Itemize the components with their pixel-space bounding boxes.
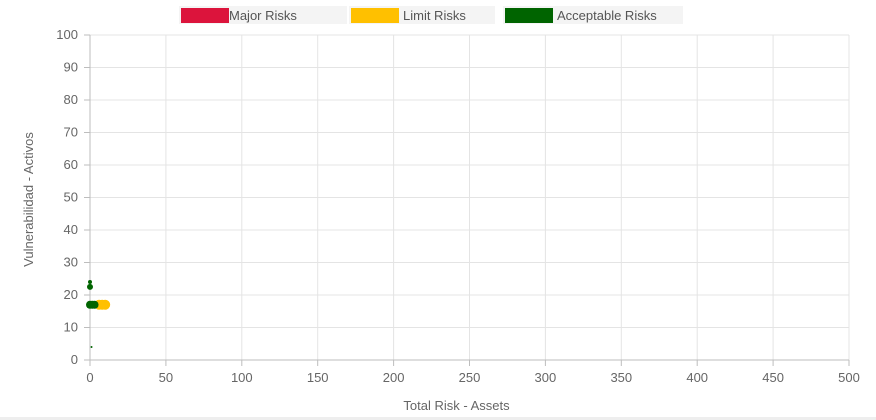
y-tick-label: 50 — [64, 190, 78, 205]
y-tick-label: 100 — [56, 27, 78, 42]
tick-labels: 0 10 20 30 40 50 60 70 80 90 100 0 50 100 150 200 250 300… — [56, 27, 860, 385]
x-tick-label: 0 — [86, 370, 93, 385]
grid — [90, 34, 850, 360]
y-tick-label: 80 — [64, 92, 78, 107]
y-tick-label: 90 — [64, 60, 78, 75]
x-tick-label: 150 — [307, 370, 329, 385]
legend-swatch — [505, 8, 553, 23]
y-tick-label: 70 — [64, 125, 78, 140]
legend-item[interactable]: Acceptable Risks — [503, 6, 683, 24]
y-tick-label: 20 — [64, 287, 78, 302]
y-axis-title: Vulnerabilidad - Activos — [21, 132, 36, 267]
bottom-border — [0, 417, 876, 420]
legend-item[interactable]: Major Risks — [179, 6, 347, 24]
x-tick-label: 500 — [838, 370, 860, 385]
x-tick-label: 350 — [610, 370, 632, 385]
y-tick-label: 60 — [64, 157, 78, 172]
y-tick-label: 40 — [64, 222, 78, 237]
legend: Major Risks Limit Risks Acceptable Risks — [179, 6, 683, 24]
axes — [84, 34, 850, 366]
legend-swatch — [351, 8, 399, 23]
scatter-point[interactable] — [90, 300, 99, 309]
x-tick-label: 100 — [231, 370, 253, 385]
data-points — [86, 280, 111, 348]
scatter-point[interactable] — [100, 299, 111, 310]
x-tick-label: 400 — [686, 370, 708, 385]
x-tick-label: 300 — [535, 370, 557, 385]
scatter-point[interactable] — [88, 280, 92, 284]
legend-label: Limit Risks — [403, 8, 466, 23]
y-tick-label: 30 — [64, 255, 78, 270]
y-tick-label: 10 — [64, 320, 78, 335]
legend-swatch — [181, 8, 229, 23]
x-tick-label: 50 — [159, 370, 173, 385]
scatter-point[interactable] — [90, 346, 93, 348]
x-tick-label: 200 — [383, 370, 405, 385]
x-tick-label: 450 — [762, 370, 784, 385]
legend-label: Acceptable Risks — [557, 8, 657, 23]
y-tick-label: 0 — [71, 352, 78, 367]
scatter-point[interactable] — [87, 283, 93, 290]
x-tick-label: 250 — [459, 370, 481, 385]
x-axis-title: Total Risk - Assets — [403, 398, 510, 413]
legend-label: Major Risks — [229, 8, 297, 23]
legend-item[interactable]: Limit Risks — [349, 6, 495, 24]
